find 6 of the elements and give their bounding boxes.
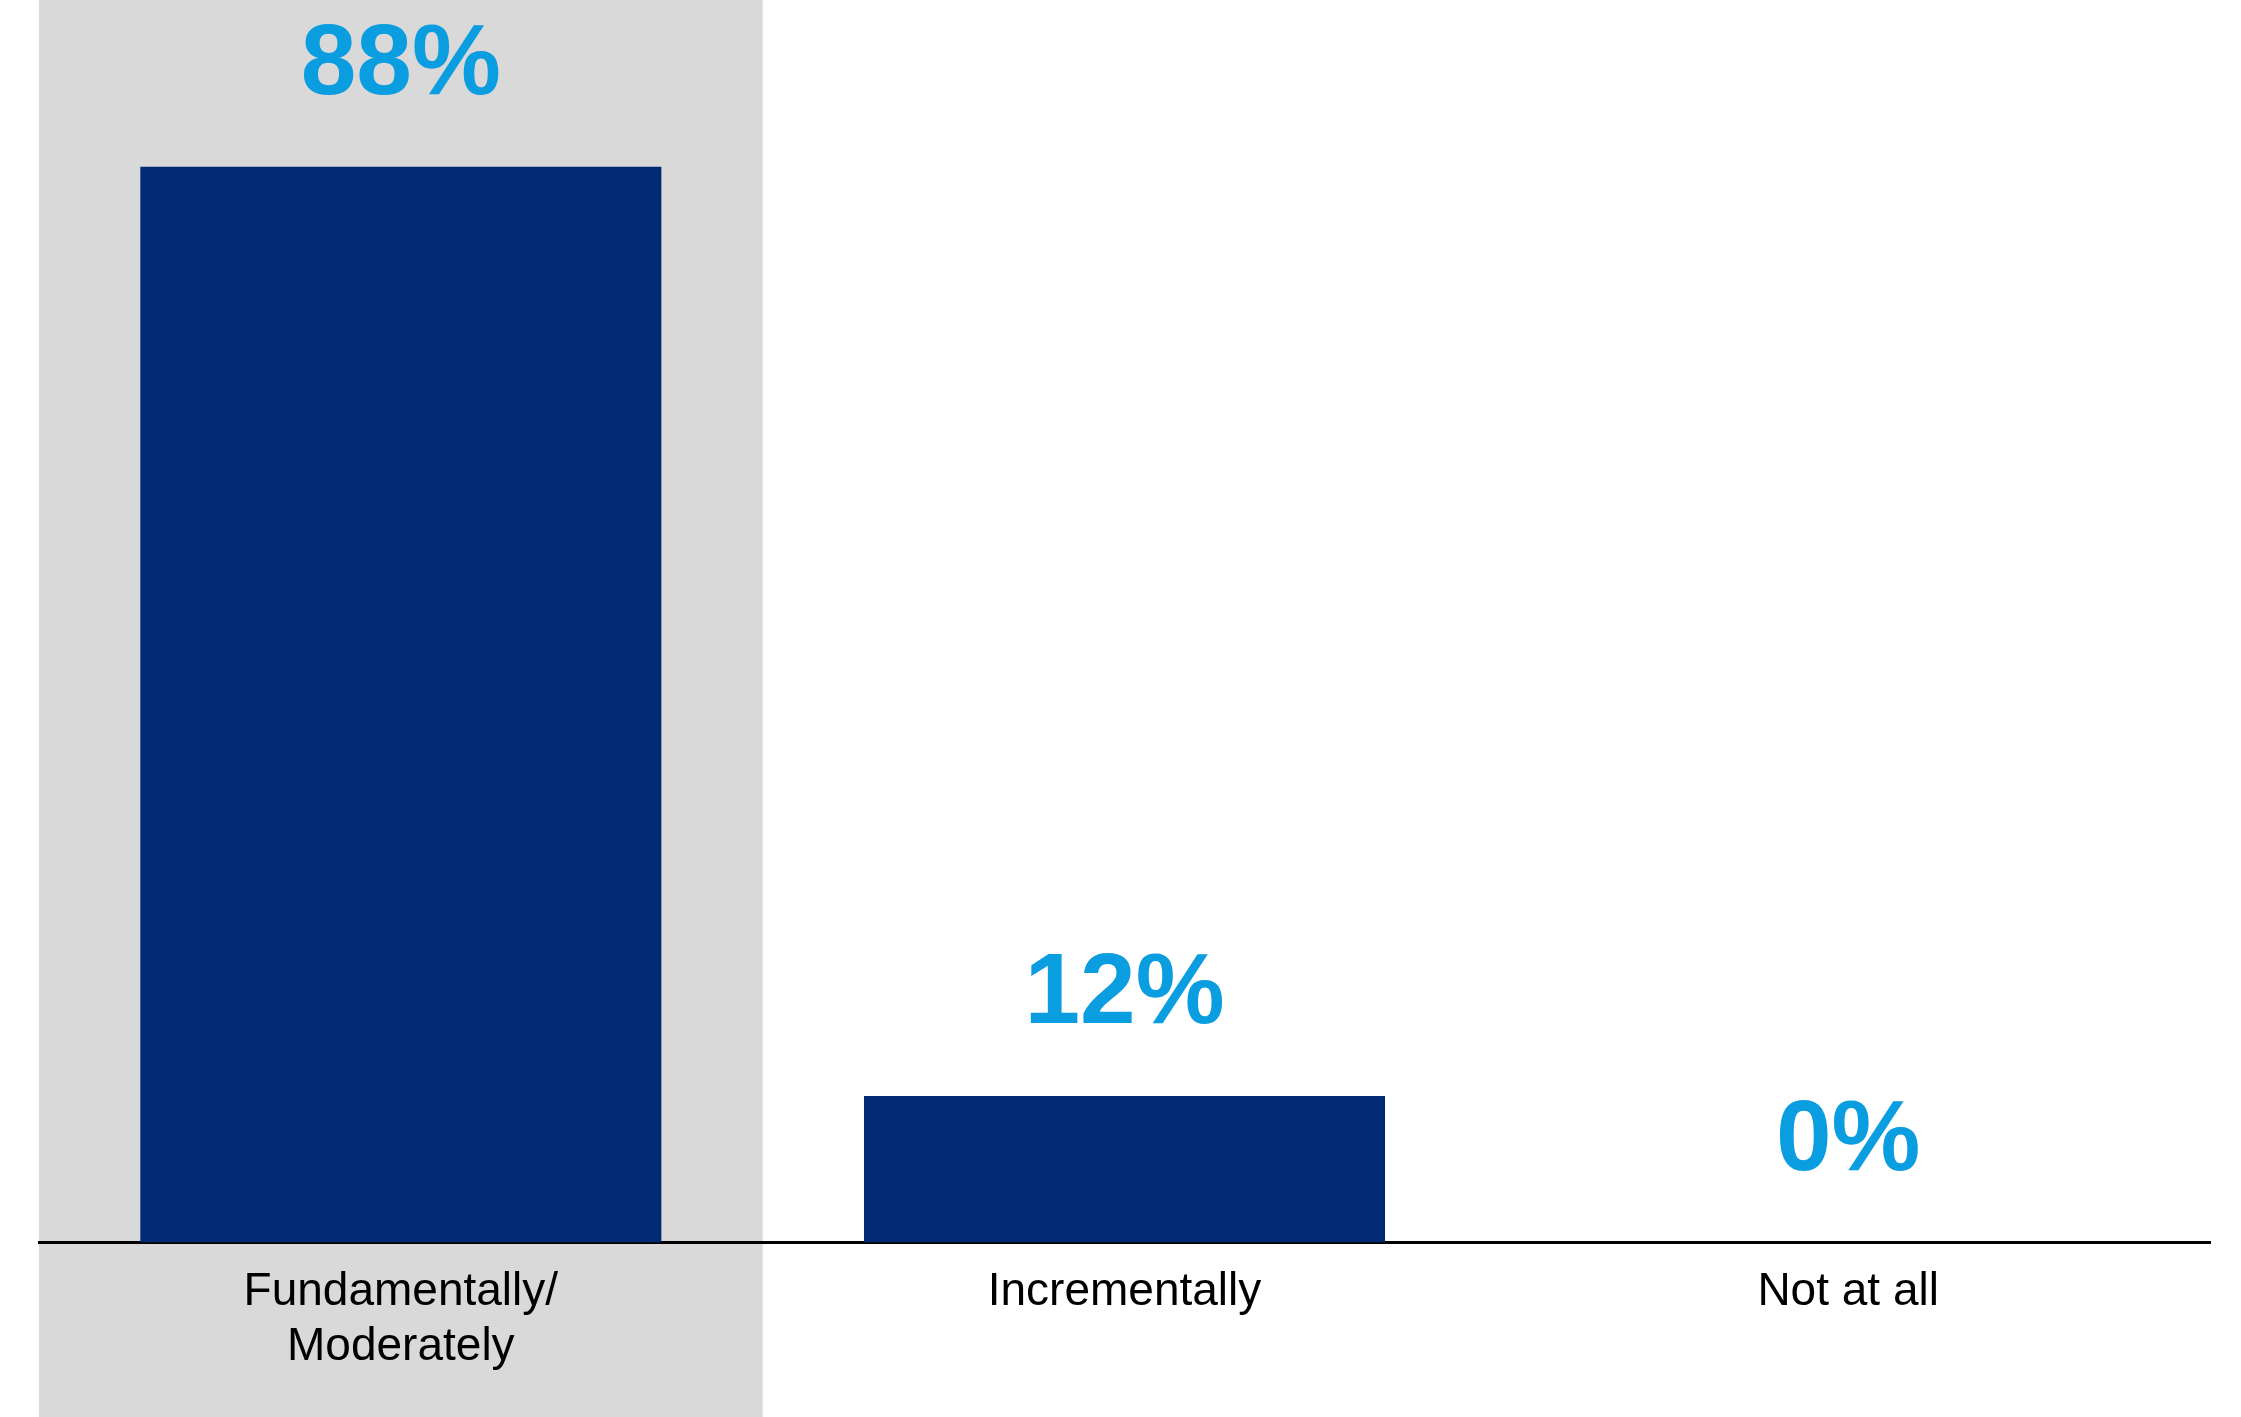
x-tick-label: Not at all: [1757, 1262, 1939, 1315]
data-label: 88%: [300, 3, 501, 116]
x-tick-label: Incrementally: [987, 1262, 1262, 1315]
x-tick-label: Fundamentally/ Moderately: [243, 1262, 559, 1371]
data-label: 0%: [1775, 1079, 1921, 1192]
data-label: 12%: [1024, 932, 1225, 1045]
